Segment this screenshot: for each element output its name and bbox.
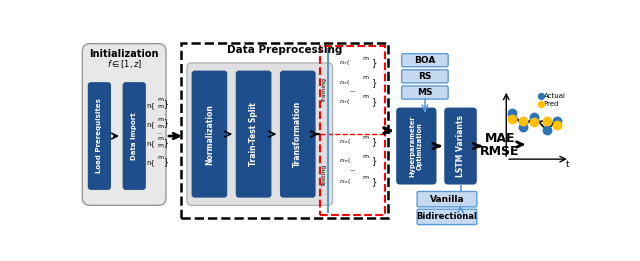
Text: $n_{te}($: $n_{te}($	[339, 177, 351, 186]
FancyBboxPatch shape	[444, 108, 477, 185]
Text: m: m	[362, 175, 368, 180]
Text: }: }	[164, 118, 168, 127]
Text: m: m	[362, 56, 368, 61]
FancyBboxPatch shape	[417, 192, 477, 207]
FancyBboxPatch shape	[396, 108, 436, 185]
Point	[536, 94, 547, 98]
Text: }: }	[372, 177, 377, 186]
Point	[552, 123, 563, 127]
Text: }: }	[372, 157, 377, 165]
FancyBboxPatch shape	[191, 70, 227, 198]
Text: Transformation: Transformation	[293, 101, 302, 167]
Text: $n_{tr}($: $n_{tr}($	[339, 58, 351, 67]
Text: m: m	[362, 75, 368, 80]
Text: m: m	[157, 123, 164, 128]
Text: m: m	[157, 104, 164, 109]
Text: n{: n{	[146, 102, 155, 109]
FancyBboxPatch shape	[402, 70, 448, 83]
Point	[529, 120, 540, 124]
Text: ...: ...	[349, 166, 356, 172]
Text: MAE: MAE	[485, 132, 515, 145]
Text: $f \in [1, z]$: $f \in [1, z]$	[106, 58, 142, 70]
Text: Testing: Testing	[322, 164, 326, 186]
Text: }: }	[372, 137, 377, 146]
FancyBboxPatch shape	[236, 70, 271, 198]
Text: Load Prerequisites: Load Prerequisites	[97, 99, 102, 174]
Point	[552, 118, 563, 123]
Text: RS: RS	[418, 72, 431, 81]
Text: Vanilla: Vanilla	[429, 195, 464, 204]
Text: LSTM Variants: LSTM Variants	[456, 115, 465, 177]
Text: m: m	[362, 94, 368, 99]
Text: Data Import: Data Import	[131, 112, 137, 160]
Text: }: }	[164, 99, 168, 108]
Text: m: m	[157, 143, 164, 148]
Point	[508, 111, 518, 115]
Text: $n_{tr}($: $n_{tr}($	[339, 97, 351, 106]
Text: ...: ...	[156, 130, 162, 135]
FancyBboxPatch shape	[83, 44, 166, 205]
Point	[529, 115, 540, 119]
Point	[541, 128, 552, 132]
Text: }: }	[164, 157, 168, 166]
Point	[541, 118, 552, 123]
FancyBboxPatch shape	[187, 63, 333, 205]
Bar	[180, 43, 388, 218]
Text: m: m	[362, 154, 368, 159]
FancyBboxPatch shape	[280, 70, 316, 198]
Text: Training: Training	[322, 78, 326, 103]
Bar	[320, 46, 385, 215]
Text: Hyperparameter
Optimization: Hyperparameter Optimization	[410, 115, 423, 177]
Text: $n_{te}($: $n_{te}($	[339, 137, 351, 146]
Text: n{: n{	[146, 121, 155, 128]
Text: }: }	[372, 58, 377, 67]
Point	[518, 125, 529, 129]
Text: m: m	[157, 117, 164, 122]
Text: Normalization: Normalization	[205, 104, 214, 164]
Text: Pred: Pred	[543, 101, 559, 107]
Text: m: m	[157, 136, 164, 141]
Text: n{: n{	[146, 160, 155, 166]
Text: Actual: Actual	[543, 93, 566, 99]
Point	[536, 102, 547, 106]
Text: BOA: BOA	[414, 56, 436, 65]
Text: n{: n{	[146, 140, 155, 147]
Text: m: m	[157, 97, 164, 102]
Text: m: m	[157, 155, 164, 160]
Text: }: }	[372, 97, 377, 106]
Text: $n_{tr}($: $n_{tr}($	[339, 78, 351, 87]
Text: $n_{te}($: $n_{te}($	[339, 157, 351, 165]
Text: Train-Test Split: Train-Test Split	[249, 102, 258, 166]
FancyBboxPatch shape	[417, 209, 477, 224]
FancyBboxPatch shape	[123, 82, 146, 190]
Text: ...: ...	[349, 87, 356, 93]
FancyBboxPatch shape	[402, 86, 448, 99]
Point	[518, 118, 529, 123]
Text: MS: MS	[417, 88, 433, 97]
Text: Bidirectional: Bidirectional	[417, 212, 477, 221]
Text: }: }	[164, 138, 168, 147]
Point	[508, 117, 518, 121]
Text: Data Preprocessing: Data Preprocessing	[227, 45, 342, 55]
FancyBboxPatch shape	[88, 82, 111, 190]
Text: }: }	[372, 78, 377, 87]
Text: m: m	[362, 135, 368, 140]
Text: Initialization: Initialization	[90, 49, 159, 59]
Text: RMSE: RMSE	[480, 145, 520, 158]
Text: t: t	[566, 160, 570, 169]
FancyBboxPatch shape	[402, 54, 448, 67]
